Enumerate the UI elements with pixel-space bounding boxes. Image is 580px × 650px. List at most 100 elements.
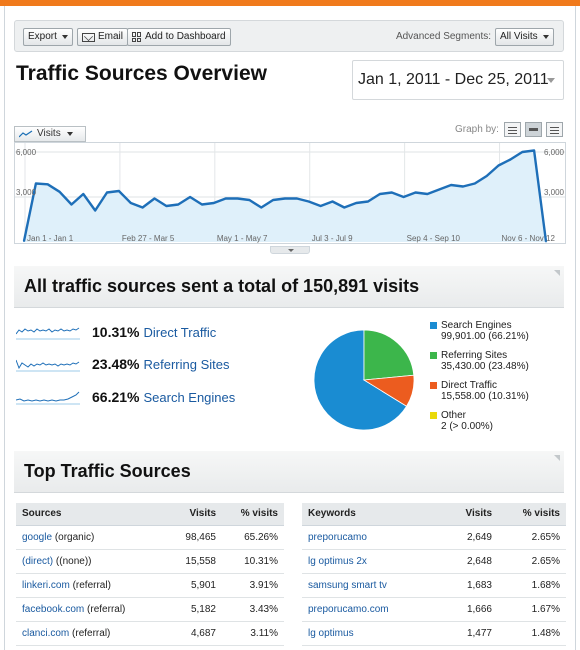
source-medium: (referral) (72, 579, 111, 591)
x-tick-label: Jul 3 - Jul 9 (312, 234, 353, 243)
data-point (94, 209, 97, 212)
source-link[interactable]: clanci.com (22, 627, 70, 639)
source-link[interactable]: (direct) (22, 555, 54, 567)
export-button[interactable]: Export (23, 28, 73, 46)
direct-sparkline (16, 327, 80, 340)
source-name-link[interactable]: Direct Traffic (143, 324, 217, 340)
pct-cell: 2.65% (498, 549, 566, 574)
pct-cell: 1.67% (498, 597, 566, 622)
email-button[interactable]: Email (77, 28, 129, 46)
data-point (402, 196, 405, 198)
data-point (129, 202, 132, 204)
pie-slice-search-engines (313, 329, 408, 431)
pct-cell: 3.91% (222, 573, 284, 598)
chart-resize-handle[interactable] (270, 246, 310, 254)
visits-cell: 15,558 (166, 549, 222, 574)
column-header[interactable]: % visits (222, 503, 284, 526)
page-title: Traffic Sources Overview (16, 62, 267, 85)
column-header[interactable]: Keywords (302, 503, 442, 526)
add-to-dashboard-button[interactable]: Add to Dashboard (127, 28, 231, 46)
source-name-link[interactable]: Referring Sites (143, 356, 230, 372)
legend-value: 2 (> 0.00%) (441, 421, 493, 432)
data-point (355, 202, 358, 204)
column-header[interactable]: Visits (166, 503, 222, 526)
x-tick-label: Jan 1 - Jan 1 (27, 234, 74, 243)
source-medium: (referral) (87, 603, 126, 615)
legend-value: 35,430.00 (23.48%) (441, 361, 529, 372)
data-point (272, 199, 275, 201)
table-row: google (organic) 98,465 65.26% (16, 525, 284, 550)
data-point (390, 191, 393, 194)
keyword-link[interactable]: lg optimus 2x (308, 555, 367, 567)
dashboard-icon (132, 32, 142, 42)
metric-selector[interactable]: Visits (14, 126, 86, 142)
pie-slice-referring-sites (363, 329, 415, 381)
keyword-link[interactable]: preporucamo (308, 531, 367, 543)
source-row-search[interactable]: 66.21% Search Engines (16, 387, 235, 407)
pct-cell: 3.11% (222, 621, 284, 646)
data-point (141, 206, 144, 209)
chevron-down-icon (542, 35, 549, 39)
data-point (70, 203, 73, 206)
column-header[interactable]: Visits (442, 503, 498, 526)
chart-frame (14, 142, 566, 244)
source-row-referring[interactable]: 23.48% Referring Sites (16, 354, 229, 374)
collapse-corner-icon[interactable] (554, 455, 560, 461)
chevron-down-icon (66, 132, 73, 136)
sources-table: Sources Visits % visits google (organic)… (16, 503, 284, 646)
graph-by-week-button[interactable] (525, 122, 542, 137)
source-link[interactable]: facebook.com (22, 603, 85, 615)
date-range-picker[interactable]: Jan 1, 2011 - Dec 25, 2011 (352, 60, 564, 100)
legend-swatch (430, 352, 437, 359)
data-point (379, 193, 381, 195)
visits-cell: 98,465 (166, 525, 222, 550)
keyword-link[interactable]: lg optimus (308, 627, 354, 639)
table-row: lg optimus 2x 2,648 2.65% (302, 549, 566, 574)
data-point (118, 190, 120, 192)
source-link[interactable]: google (22, 531, 53, 543)
search-sparkline (16, 391, 80, 405)
visits-cell: 1,477 (442, 621, 498, 646)
visits-cell: 1,666 (442, 597, 498, 622)
data-point (485, 175, 488, 177)
source-row-direct[interactable]: 10.31% Direct Traffic (16, 322, 216, 342)
data-point (497, 164, 500, 167)
graph-by-month-button[interactable] (546, 122, 563, 137)
traffic-pie-chart (313, 329, 415, 431)
segments-dropdown[interactable]: All Visits (495, 28, 554, 46)
envelope-icon (82, 32, 95, 42)
x-tick-label: May 1 - May 7 (217, 234, 268, 243)
data-point (106, 191, 108, 194)
visits-cell: 1,683 (442, 573, 498, 598)
collapse-corner-icon[interactable] (554, 270, 560, 276)
keyword-link[interactable]: preporucamo.com (308, 603, 389, 615)
data-point (545, 240, 547, 243)
table-header-row: Keywords Visits % visits (302, 503, 566, 526)
keywords-table: Keywords Visits % visits preporucamo 2,6… (302, 503, 566, 646)
source-link[interactable]: linkeri.com (22, 579, 70, 591)
segments-value: All Visits (500, 31, 538, 42)
metric-label: Visits (37, 128, 61, 139)
table-row: samsung smart tv 1,683 1.68% (302, 573, 566, 598)
data-point (295, 197, 298, 200)
source-medium: ((none)) (55, 555, 92, 567)
data-point (331, 200, 334, 203)
column-header[interactable]: % visits (498, 503, 566, 526)
source-name-link[interactable]: Search Engines (143, 389, 236, 405)
y-tick-label: 3,000 (16, 188, 37, 197)
y-tick-label: 6,000 (16, 148, 37, 157)
legend-swatch (430, 412, 437, 419)
graph-by-day-button[interactable] (504, 122, 521, 137)
data-point (201, 203, 203, 206)
keyword-link[interactable]: samsung smart tv (308, 579, 387, 591)
line-chart-icon (19, 130, 33, 138)
data-point (521, 151, 524, 153)
table-row: (direct) ((none)) 15,558 10.31% (16, 549, 284, 574)
data-point (426, 193, 429, 195)
visits-cell: 4,687 (166, 621, 222, 646)
visits-cell: 5,901 (166, 573, 222, 598)
data-point (82, 193, 85, 195)
column-header[interactable]: Sources (16, 503, 166, 526)
data-point (414, 191, 417, 194)
y-tick-label: 6,000 (544, 148, 565, 157)
